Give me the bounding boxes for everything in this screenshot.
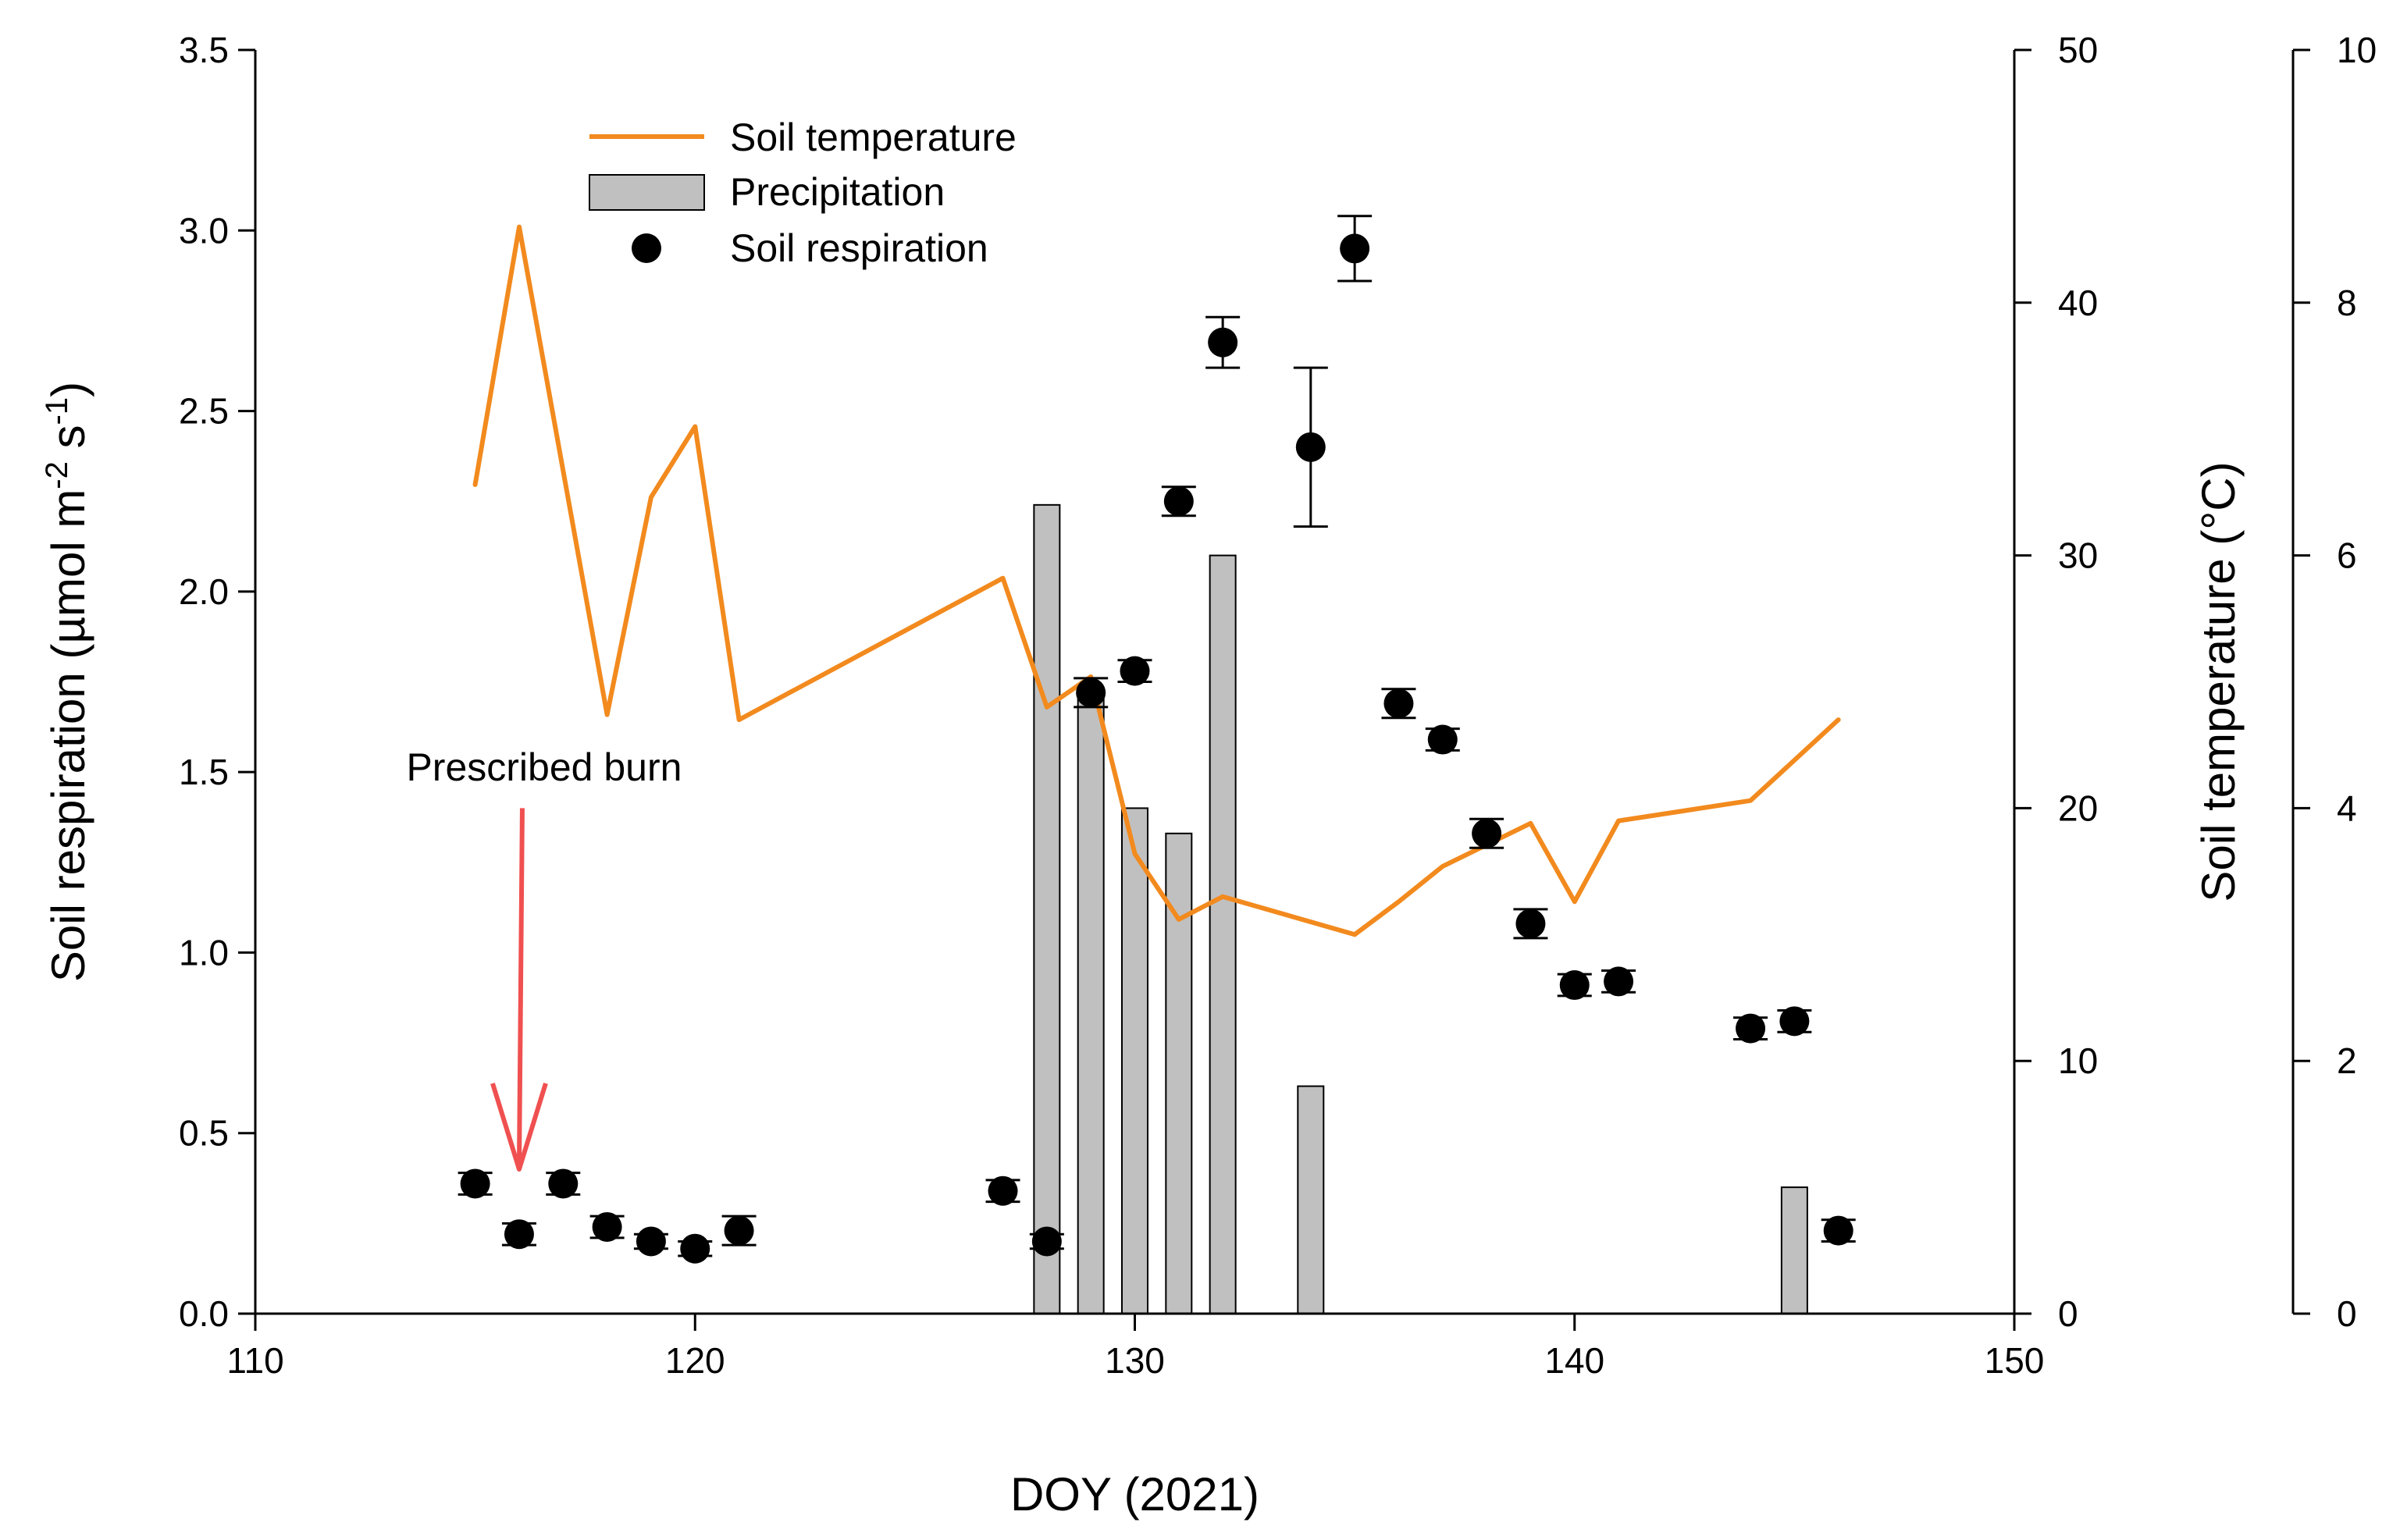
x-axis-title: DOY (2021): [1010, 1468, 1259, 1520]
temperature-series-line: [472, 224, 1841, 937]
respiration-point: [1383, 688, 1414, 719]
legend-label-respiration: Soil respiration: [730, 226, 988, 270]
legend-bar-swatch: [589, 174, 705, 211]
legend-label-precipitation: Precipitation: [730, 170, 945, 214]
right-tick-label: 20: [2058, 788, 2098, 828]
respiration-point: [1427, 724, 1458, 755]
right-tick-label: 10: [2058, 1040, 2098, 1081]
annotation-arrow-shaft: [516, 808, 525, 1169]
x-tick-label: 140: [1544, 1340, 1604, 1381]
outer-right-tick-label: 4: [2337, 788, 2357, 828]
respiration-point: [1736, 1013, 1766, 1044]
right-tick-label: 0: [2058, 1293, 2078, 1334]
left-tick-label: 2.0: [179, 571, 229, 612]
precip-bars: [1033, 503, 1808, 1315]
left-axis-title: Soil respiration (µmol m-2 s-1): [40, 382, 94, 982]
x-tick-label: 130: [1105, 1340, 1165, 1381]
outer-right-tick-label: 0: [2337, 1293, 2357, 1334]
legend: Soil temperature Precipitation Soil respir…: [589, 116, 1017, 270]
respiration-point: [504, 1219, 534, 1250]
respiration-point: [1120, 656, 1150, 686]
respiration-point: [1559, 970, 1590, 1001]
respiration-point: [724, 1215, 754, 1246]
left-tick-label: 2.5: [179, 391, 229, 432]
respiration-point: [548, 1168, 579, 1199]
respiration-point: [1031, 1226, 1062, 1257]
annotation-label: Prescribed burn: [406, 745, 682, 789]
x-tick-label: 110: [226, 1340, 283, 1381]
respiration-point: [1295, 432, 1326, 462]
precip-bar: [1209, 554, 1237, 1314]
respiration-point: [1604, 966, 1634, 997]
respiration-point: [1823, 1215, 1853, 1246]
respiration-point: [1076, 678, 1106, 708]
left-tick-label: 0.5: [179, 1113, 229, 1154]
x-tick-label: 120: [665, 1340, 725, 1381]
outer-right-tick-label: 2: [2337, 1040, 2357, 1081]
left-tick-label: 1.0: [179, 932, 229, 973]
right-tick-label: 50: [2058, 30, 2098, 70]
respiration-point: [460, 1168, 490, 1199]
left-tick-label: 0.0: [179, 1293, 229, 1334]
precip-bar: [1033, 503, 1061, 1315]
precip-bar: [1297, 1085, 1325, 1314]
left-tick-label: 3.5: [179, 30, 229, 70]
left-tick-label: 3.0: [179, 210, 229, 251]
right-tick-label: 40: [2058, 283, 2098, 323]
x-tick-label: 150: [1985, 1340, 2045, 1381]
right-tick-label: 30: [2058, 535, 2098, 576]
annotation-arrow-head: [490, 1083, 548, 1172]
right-axis-title: Soil temperature (°C): [2192, 461, 2245, 902]
outer-right-tick-label: 8: [2337, 283, 2357, 323]
temperature-line: [472, 224, 1841, 937]
respiration-point: [1779, 1006, 1810, 1037]
outer-right-tick-label: 6: [2337, 535, 2357, 576]
respiration-point: [1208, 327, 1238, 357]
respiration-points: [458, 215, 1856, 1264]
respiration-point: [1515, 909, 1546, 939]
left-tick-label: 1.5: [179, 752, 229, 792]
legend-label-temperature: Soil temperature: [730, 116, 1017, 159]
outer-right-tick-label: 10: [2337, 30, 2377, 70]
respiration-point: [592, 1211, 622, 1242]
legend-point-swatch: [632, 233, 661, 263]
respiration-point: [636, 1226, 666, 1257]
axes: 110 120 130 140 150 0.0 0.5 1.0 1.5 2.0 2.5 3.0 3.5 0…: [40, 30, 2377, 1520]
precip-bar: [1780, 1186, 1808, 1314]
respiration-point: [680, 1233, 710, 1264]
respiration-point: [1340, 233, 1370, 264]
respiration-point: [988, 1175, 1018, 1206]
respiration-point: [1472, 818, 1502, 848]
respiration-point: [1163, 486, 1194, 517]
precip-bar: [1121, 807, 1148, 1314]
precip-bar: [1077, 693, 1105, 1314]
annotation: Prescribed burn: [406, 745, 682, 1172]
